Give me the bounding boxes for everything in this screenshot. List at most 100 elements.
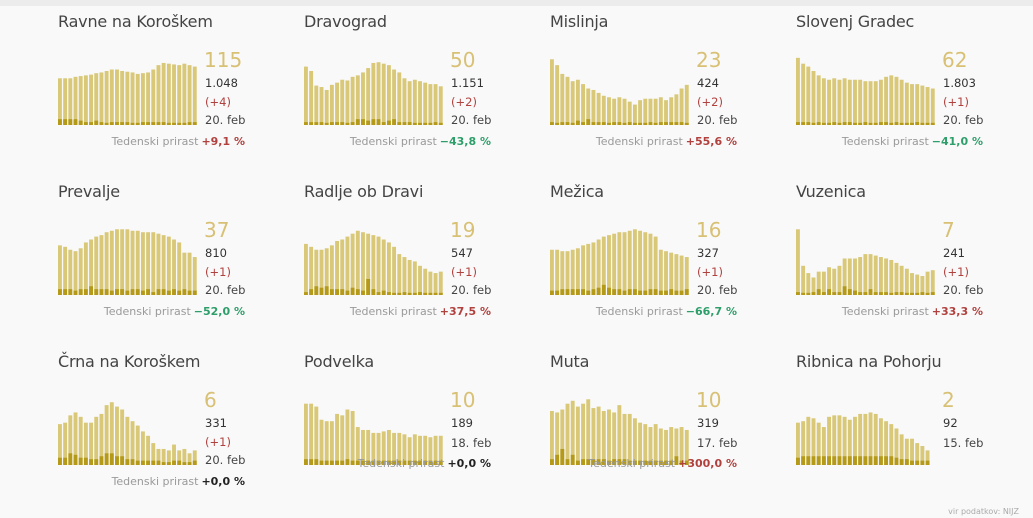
new-cases-bar	[565, 459, 570, 465]
active-bar	[63, 422, 68, 465]
municipality-name: Slovenj Gradec	[796, 12, 915, 31]
bar-chart	[550, 229, 689, 295]
weekly-growth-label: Tedenski prirast	[841, 135, 929, 148]
active-bar	[889, 259, 894, 295]
new-cases-bar	[304, 122, 308, 125]
new-cases-bar	[423, 460, 428, 465]
new-cases-bar	[78, 120, 83, 125]
municipality-card: Podvelka 10 189 18. feb Tedenski prirast +0,0…	[304, 352, 534, 512]
active-bar	[596, 92, 601, 125]
new-cases-bar	[565, 122, 570, 125]
active-bar	[816, 422, 821, 465]
active-bar	[847, 419, 852, 465]
last-update-date: 20. feb	[451, 283, 492, 297]
active-bar	[63, 246, 68, 295]
active-bar	[873, 413, 878, 465]
new-cases-bar	[146, 122, 151, 125]
new-cases-bar	[827, 122, 831, 125]
active-bar	[806, 273, 811, 295]
active-bar	[115, 229, 119, 295]
new-cases-bar	[407, 460, 412, 465]
active-bar	[811, 70, 816, 125]
active-bar	[109, 402, 114, 465]
active-bar	[125, 416, 130, 465]
new-cases-bar	[350, 287, 355, 295]
last-update-date: 20. feb	[451, 113, 492, 127]
new-cases-bar	[438, 122, 443, 125]
new-cases-bar	[617, 459, 622, 465]
active-bar	[889, 75, 894, 125]
active-bar	[386, 65, 391, 125]
active-bar	[821, 78, 826, 125]
active-cases: 19	[450, 218, 476, 242]
bar-chart	[58, 62, 197, 125]
new-cases-bar	[904, 292, 909, 295]
active-bar	[679, 88, 684, 125]
new-cases-bar	[386, 460, 391, 465]
new-cases-bar	[894, 122, 899, 125]
new-cases-bar	[575, 289, 580, 295]
weekly-growth-value: +33,3 %	[931, 305, 983, 318]
last-update-date: 20. feb	[205, 453, 246, 467]
new-cases-bar	[192, 122, 197, 125]
active-bar	[125, 229, 130, 295]
active-bar	[858, 257, 863, 295]
new-cases-bar	[381, 290, 386, 295]
weekly-growth-value: +0,0 %	[201, 475, 245, 488]
weekly-growth: Tedenski prirast −41,0 %	[842, 135, 983, 148]
new-cases-bar	[166, 290, 171, 295]
active-bar	[920, 276, 925, 295]
new-cases-bar	[915, 460, 920, 465]
active-bar	[653, 98, 658, 125]
active-bar	[192, 450, 197, 465]
new-cases-bar	[868, 122, 873, 125]
active-bar	[899, 79, 904, 125]
new-cases-bar	[827, 289, 831, 295]
new-cases-bar	[392, 119, 397, 125]
new-cases-bar	[596, 287, 601, 295]
total-cases: 189	[451, 416, 473, 430]
new-cases-bar	[878, 122, 883, 125]
active-bar	[73, 251, 78, 295]
bar-chart	[58, 402, 197, 465]
new-cases-bar	[177, 290, 182, 295]
new-cases-bar	[140, 290, 145, 295]
municipality-name: Mislinja	[550, 12, 609, 31]
active-bar	[653, 236, 658, 295]
active-bar	[560, 251, 565, 295]
active-bar	[832, 78, 837, 125]
new-cases-bar	[89, 122, 93, 125]
new-cases-bar	[309, 459, 314, 465]
new-cases-bar	[878, 456, 883, 465]
active-bar	[340, 415, 345, 465]
new-cases-bar	[63, 457, 68, 465]
new-cases-bar	[63, 289, 68, 295]
new-cases-bar	[622, 290, 627, 295]
active-bar	[397, 72, 402, 125]
active-bar	[314, 85, 319, 125]
new-cases-bar	[889, 456, 894, 465]
active-bar	[684, 84, 689, 125]
active-bar	[161, 62, 166, 125]
new-cases-bar	[412, 460, 417, 465]
new-cases-bar	[146, 460, 151, 465]
new-cases-bar	[418, 122, 422, 125]
new-cases-bar	[632, 460, 637, 465]
active-bar	[821, 271, 826, 295]
new-cases-bar	[601, 284, 606, 295]
daily-change: (+2)	[697, 95, 723, 109]
new-cases-bar	[910, 292, 914, 295]
active-bar	[120, 409, 125, 465]
new-cases-bar	[83, 289, 88, 295]
active-bar	[612, 412, 617, 465]
active-bar	[904, 82, 909, 125]
active-bar	[868, 412, 873, 465]
new-cases-bar	[560, 289, 565, 295]
active-bar	[920, 446, 925, 465]
active-bar	[151, 69, 156, 125]
new-cases-bar	[586, 459, 591, 465]
new-cases-bar	[904, 122, 909, 125]
new-cases-bar	[575, 120, 580, 125]
bar-chart	[304, 62, 443, 125]
new-cases-bar	[304, 292, 308, 295]
